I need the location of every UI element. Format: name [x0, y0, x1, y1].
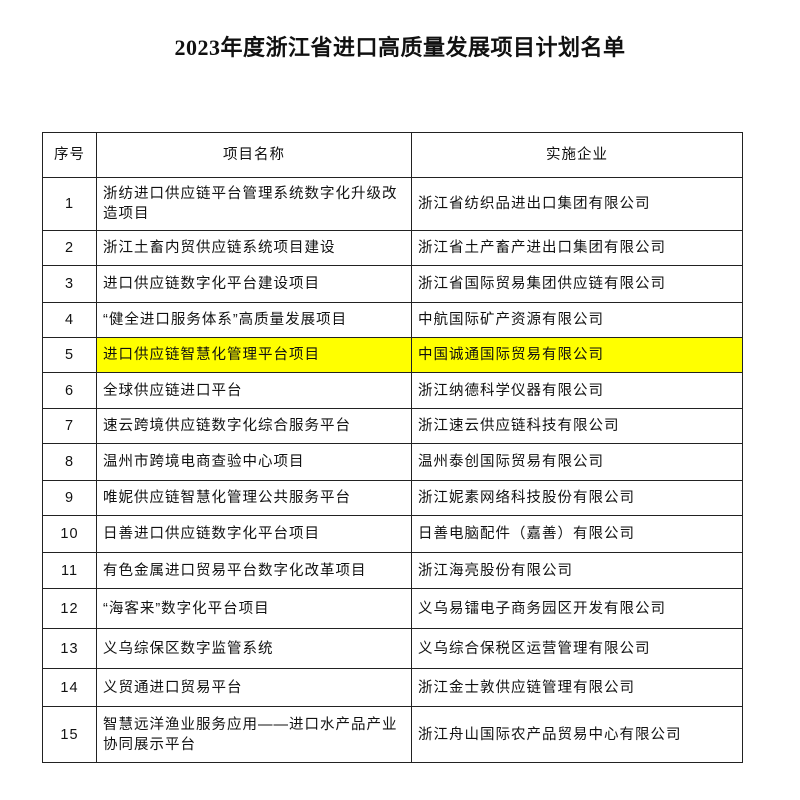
- table-row: 8 温州市跨境电商查验中心项目 温州泰创国际贸易有限公司: [42, 443, 743, 481]
- row-number: 8: [42, 443, 97, 481]
- company-name: 浙江省土产畜产进出口集团有限公司: [411, 230, 743, 266]
- company-name: 温州泰创国际贸易有限公司: [411, 443, 743, 481]
- project-name: 全球供应链进口平台: [96, 372, 412, 409]
- project-name: 速云跨境供应链数字化综合服务平台: [96, 408, 412, 444]
- table-row: 4 “健全进口服务体系”高质量发展项目 中航国际矿产资源有限公司: [42, 302, 743, 338]
- table-row: 11 有色金属进口贸易平台数字化改革项目 浙江海亮股份有限公司: [42, 552, 743, 589]
- company-name: 浙江速云供应链科技有限公司: [411, 408, 743, 444]
- project-name: 浙纺进口供应链平台管理系统数字化升级改造项目: [96, 177, 412, 231]
- row-number: 4: [42, 302, 97, 338]
- row-number: 14: [42, 668, 97, 707]
- company-name: 义乌综合保税区运营管理有限公司: [411, 628, 743, 669]
- company-name: 中国诚通国际贸易有限公司: [411, 337, 743, 373]
- table-row: 1 浙纺进口供应链平台管理系统数字化升级改造项目 浙江省纺织品进出口集团有限公司: [42, 177, 743, 231]
- project-name: 温州市跨境电商查验中心项目: [96, 443, 412, 481]
- row-number: 5: [42, 337, 97, 373]
- project-table: 序号 项目名称 实施企业 1 浙纺进口供应链平台管理系统数字化升级改造项目 浙江省纺…: [42, 132, 743, 763]
- company-name: 浙江海亮股份有限公司: [411, 552, 743, 589]
- project-name: 义乌综保区数字监管系统: [96, 628, 412, 669]
- table-row: 13 义乌综保区数字监管系统 义乌综合保税区运营管理有限公司: [42, 628, 743, 669]
- table-row: 7 速云跨境供应链数字化综合服务平台 浙江速云供应链科技有限公司: [42, 408, 743, 444]
- company-name: 浙江舟山国际农产品贸易中心有限公司: [411, 706, 743, 763]
- row-number: 6: [42, 372, 97, 409]
- header-company: 实施企业: [411, 132, 743, 178]
- company-name: 浙江金士敦供应链管理有限公司: [411, 668, 743, 707]
- row-number: 11: [42, 552, 97, 589]
- project-name: 进口供应链智慧化管理平台项目: [96, 337, 412, 373]
- table-row: 9 唯妮供应链智慧化管理公共服务平台 浙江妮素网络科技股份有限公司: [42, 480, 743, 516]
- company-name: 义乌易镭电子商务园区开发有限公司: [411, 588, 743, 629]
- project-name: 义贸通进口贸易平台: [96, 668, 412, 707]
- project-name: 唯妮供应链智慧化管理公共服务平台: [96, 480, 412, 516]
- project-name: 智慧远洋渔业服务应用——进口水产品产业协同展示平台: [96, 706, 412, 763]
- row-number: 7: [42, 408, 97, 444]
- table-row: 10 日善进口供应链数字化平台项目 日善电脑配件（嘉善）有限公司: [42, 515, 743, 553]
- row-number: 3: [42, 265, 97, 303]
- project-name: 日善进口供应链数字化平台项目: [96, 515, 412, 553]
- table-row: 2 浙江土畜内贸供应链系统项目建设 浙江省土产畜产进出口集团有限公司: [42, 230, 743, 266]
- table-row: 6 全球供应链进口平台 浙江纳德科学仪器有限公司: [42, 372, 743, 409]
- row-number: 2: [42, 230, 97, 266]
- header-project: 项目名称: [96, 132, 412, 178]
- company-name: 浙江纳德科学仪器有限公司: [411, 372, 743, 409]
- row-number: 12: [42, 588, 97, 629]
- table-row: 5 进口供应链智慧化管理平台项目 中国诚通国际贸易有限公司: [42, 337, 743, 373]
- table-row: 12 “海客来”数字化平台项目 义乌易镭电子商务园区开发有限公司: [42, 588, 743, 629]
- table-row: 14 义贸通进口贸易平台 浙江金士敦供应链管理有限公司: [42, 668, 743, 707]
- company-name: 日善电脑配件（嘉善）有限公司: [411, 515, 743, 553]
- header-no: 序号: [42, 132, 97, 178]
- project-name: 有色金属进口贸易平台数字化改革项目: [96, 552, 412, 589]
- row-number: 13: [42, 628, 97, 669]
- company-name: 浙江妮素网络科技股份有限公司: [411, 480, 743, 516]
- company-name: 浙江省国际贸易集团供应链有限公司: [411, 265, 743, 303]
- table-row: 3 进口供应链数字化平台建设项目 浙江省国际贸易集团供应链有限公司: [42, 265, 743, 303]
- table-row: 15 智慧远洋渔业服务应用——进口水产品产业协同展示平台 浙江舟山国际农产品贸易中心…: [42, 706, 743, 763]
- row-number: 9: [42, 480, 97, 516]
- company-name: 浙江省纺织品进出口集团有限公司: [411, 177, 743, 231]
- row-number: 15: [42, 706, 97, 763]
- document-title: 2023年度浙江省进口高质量发展项目计划名单: [174, 35, 626, 60]
- project-name: 进口供应链数字化平台建设项目: [96, 265, 412, 303]
- table-header-row: 序号 项目名称 实施企业: [42, 132, 743, 178]
- project-name: “海客来”数字化平台项目: [96, 588, 412, 629]
- company-name: 中航国际矿产资源有限公司: [411, 302, 743, 338]
- project-name: 浙江土畜内贸供应链系统项目建设: [96, 230, 412, 266]
- row-number: 10: [42, 515, 97, 553]
- project-name: “健全进口服务体系”高质量发展项目: [96, 302, 412, 338]
- row-number: 1: [42, 177, 97, 231]
